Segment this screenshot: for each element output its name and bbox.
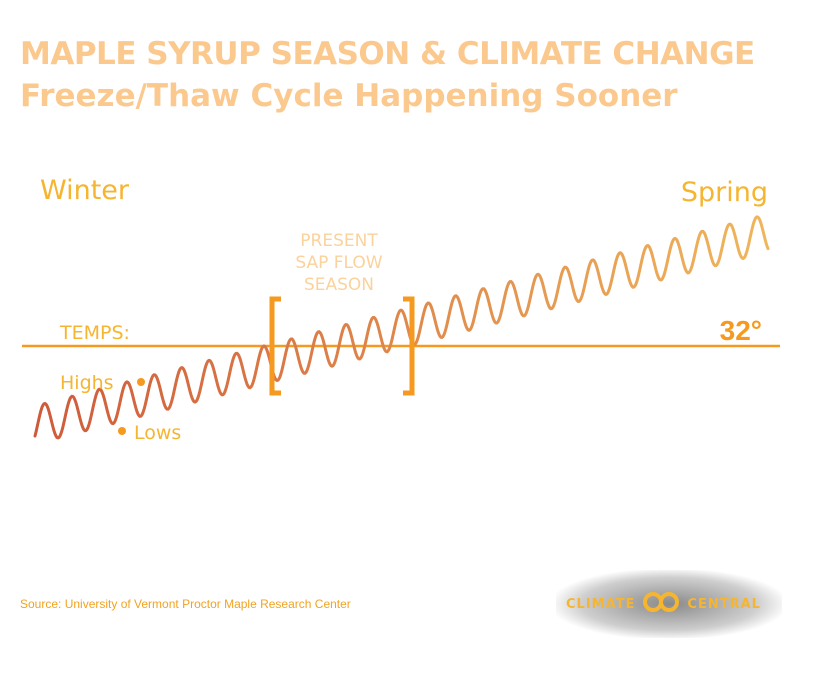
climate-central-logo: CLIMATE CENTRAL bbox=[566, 592, 761, 616]
present-season-line-2: SAP FLOW bbox=[295, 253, 382, 273]
winter-label: Winter bbox=[40, 175, 130, 206]
lows-marker bbox=[118, 427, 126, 435]
temperature-wave bbox=[33, 215, 770, 440]
logo-text-left: CLIMATE bbox=[566, 596, 636, 612]
threshold-label: 32° bbox=[720, 315, 762, 346]
present-season-line-3: SEASON bbox=[304, 275, 374, 295]
lows-label: Lows bbox=[134, 422, 181, 444]
climate-central-logo-icon bbox=[641, 590, 681, 618]
season-end-bracket bbox=[403, 296, 415, 396]
season-start-bracket bbox=[269, 296, 281, 396]
logo-background bbox=[556, 570, 782, 638]
spring-label: Spring bbox=[681, 177, 768, 208]
present-season-line-1: PRESENT bbox=[300, 231, 378, 251]
highs-label: Highs bbox=[60, 372, 114, 394]
chart-title: MAPLE SYRUP SEASON & CLIMATE CHANGE bbox=[20, 36, 755, 72]
highs-marker bbox=[137, 378, 145, 386]
chart-subtitle: Freeze/Thaw Cycle Happening Sooner bbox=[20, 78, 678, 114]
temps-label: TEMPS: bbox=[59, 322, 130, 344]
logo-text-right: CENTRAL bbox=[687, 596, 761, 612]
source-note: Source: University of Vermont Proctor Ma… bbox=[20, 597, 351, 611]
